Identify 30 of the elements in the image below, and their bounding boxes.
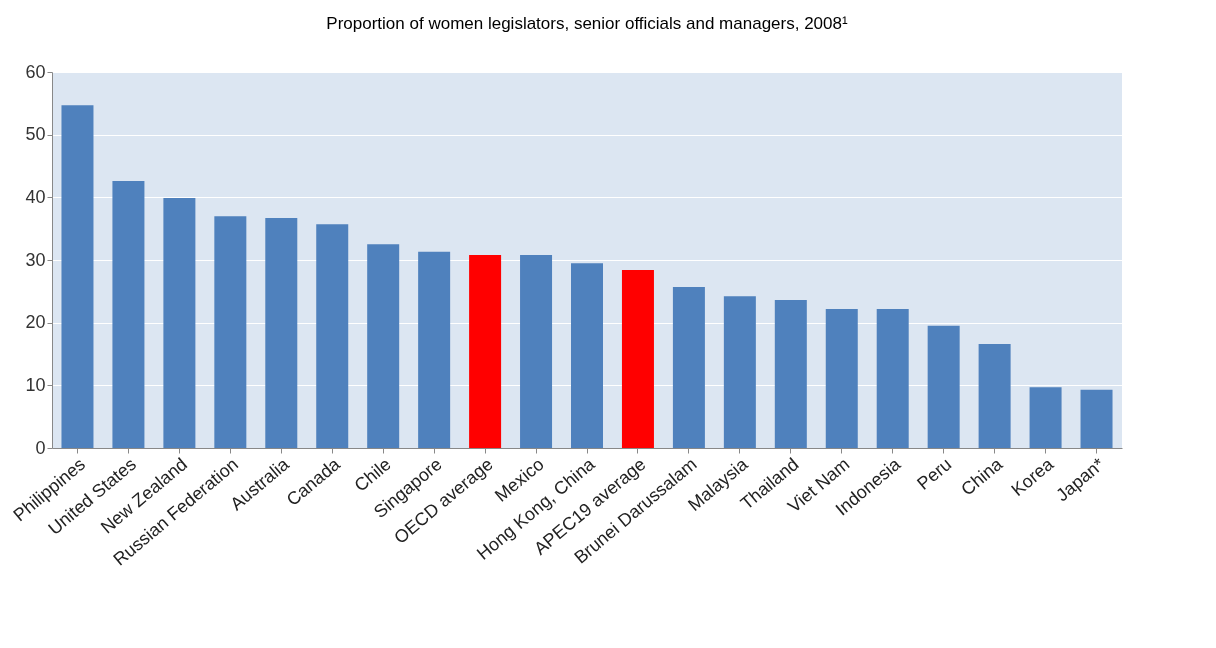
- bar: [214, 216, 247, 448]
- y-tick-label: 40: [25, 186, 46, 207]
- bar: [418, 251, 451, 448]
- y-tick-label: 20: [25, 312, 46, 333]
- bar: [367, 244, 400, 448]
- bar: [1080, 389, 1113, 448]
- bar: [61, 105, 94, 448]
- bar: [927, 325, 960, 448]
- bar: [469, 254, 502, 448]
- bar: [1029, 387, 1062, 448]
- y-tick-label: 60: [25, 61, 46, 82]
- bar: [825, 308, 858, 448]
- bar: [112, 181, 145, 448]
- bar: [876, 308, 909, 448]
- bar: [672, 286, 705, 448]
- y-tick-label: 0: [35, 437, 46, 458]
- bar: [621, 270, 654, 448]
- bar: [978, 343, 1011, 448]
- y-tick-label: 50: [25, 124, 46, 145]
- bar: [163, 197, 196, 448]
- bar: [316, 224, 349, 448]
- bar: [571, 263, 603, 448]
- bar: [265, 218, 298, 448]
- y-tick-label: 10: [25, 374, 46, 395]
- bar: [723, 296, 756, 448]
- bar: [774, 300, 807, 448]
- bar: [520, 254, 553, 448]
- chart-title: Proportion of women legislators, senior officials and managers, 2008¹: [326, 14, 848, 33]
- x-tick-label: Peru: [913, 453, 956, 494]
- y-tick-label: 30: [25, 249, 46, 270]
